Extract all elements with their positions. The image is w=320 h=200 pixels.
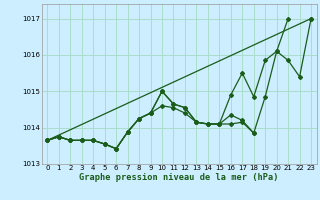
X-axis label: Graphe pression niveau de la mer (hPa): Graphe pression niveau de la mer (hPa)	[79, 173, 279, 182]
